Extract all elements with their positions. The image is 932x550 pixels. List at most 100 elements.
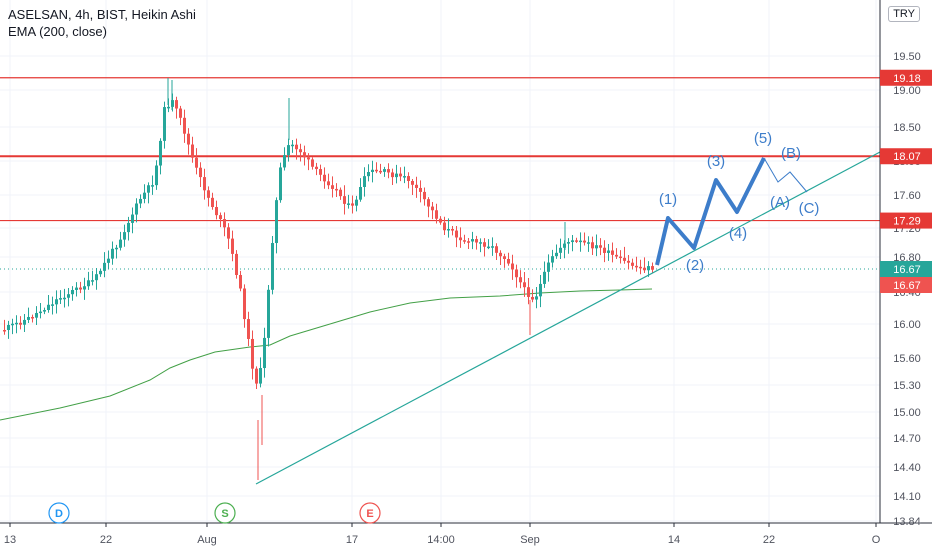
candle-body [475,239,478,243]
level-badge-label: 19.18 [893,73,921,85]
candle-body [187,133,190,145]
candle-body [83,286,86,290]
candle-body [443,222,446,231]
candle-body [347,203,350,205]
candle-body [239,274,242,289]
time-tick-label: Sep [520,534,540,546]
level-badge [880,148,932,165]
ema-indicator-title[interactable]: EMA (200, close) [8,24,107,39]
candle-body [319,169,322,175]
candle-body [39,311,42,314]
candle-body [95,274,98,281]
candle-body [487,246,490,249]
wave-label: (A) [770,194,790,211]
candle-body [15,322,18,325]
candle-body [535,296,538,300]
candle-body [375,169,378,172]
price-tick-label: 17.60 [893,190,921,202]
candle-body [163,107,166,141]
candle-body [623,257,626,261]
event-marker [48,502,70,524]
candle-body [127,222,130,233]
level-badge [880,69,932,86]
candle-body [143,192,146,199]
candle-body [67,294,70,298]
candle-body [107,258,110,263]
candle-body [627,260,630,263]
ascending-trendline [255,151,881,485]
candle-body [203,177,206,191]
wave-label: (3) [707,153,725,170]
candle-body [175,100,178,109]
candle-body [27,316,30,320]
candle-body [423,191,426,200]
candle-body [351,203,354,206]
candle-body [383,169,386,172]
candle-body [247,319,250,339]
wave-label: (C) [799,200,820,217]
price-tick-label: 13.84 [893,516,921,528]
candle-body [303,152,306,158]
candle-body [503,256,506,259]
currency-button[interactable]: TRY [888,6,920,22]
candle-body [539,283,542,297]
candle-body [223,219,226,228]
candle-body [199,167,202,178]
price-tick-label: 18.50 [893,122,921,134]
candle-body [611,250,614,255]
candle-body [599,245,602,248]
candle-body [99,270,102,275]
candle-body [547,262,550,272]
price-badge [880,277,932,293]
candle-body [59,298,62,300]
candle-body [339,189,342,197]
candle-body [411,181,414,185]
elliott-impulse-path [655,157,766,266]
candle-body [147,185,150,193]
candle-body [211,197,214,208]
candle-body [607,250,610,253]
candle-body [47,304,50,311]
time-tick-label: 13 [4,534,16,546]
candle-body [279,167,282,201]
candle-body [263,337,266,369]
candle-body [31,316,34,319]
candle-body [359,187,362,200]
time-tick-label: Aug [197,534,217,546]
candle-body [543,271,546,284]
candle-body [343,196,346,204]
candle-body [35,312,38,318]
candle-body [135,203,138,215]
candle-body [571,240,574,243]
candle-body [391,172,394,178]
candle-body [471,239,474,242]
candle-body [231,238,234,254]
candle-body [215,207,218,216]
candle-body [399,173,402,177]
wave-label: (2) [686,257,704,274]
wave-label: (B) [781,145,801,162]
candle-body [523,282,526,288]
chart-legend: ASELSAN, 4h, BIST, Heikin Ashi EMA (200,… [8,6,196,40]
candle-body [355,199,358,206]
candle-body [515,269,518,278]
price-tick-label: 14.40 [893,462,921,474]
candle-body [159,140,162,166]
candle-body [631,262,634,266]
candle-body [191,144,194,158]
price-badge-label: 16.67 [893,264,921,276]
candle-body [527,287,530,297]
elliott-correction-path [763,157,808,193]
symbol-title[interactable]: ASELSAN, 4h, BIST, Heikin Ashi [8,7,196,22]
time-tick-label: 14 [668,534,680,546]
candle-body [415,184,418,188]
candle-body [71,289,74,295]
candle-body [499,252,502,257]
candle-body [227,227,230,239]
time-tick-label: 22 [763,534,775,546]
event-marker-label: D [55,508,63,520]
candle-body [243,288,246,320]
candle-body [111,248,114,259]
